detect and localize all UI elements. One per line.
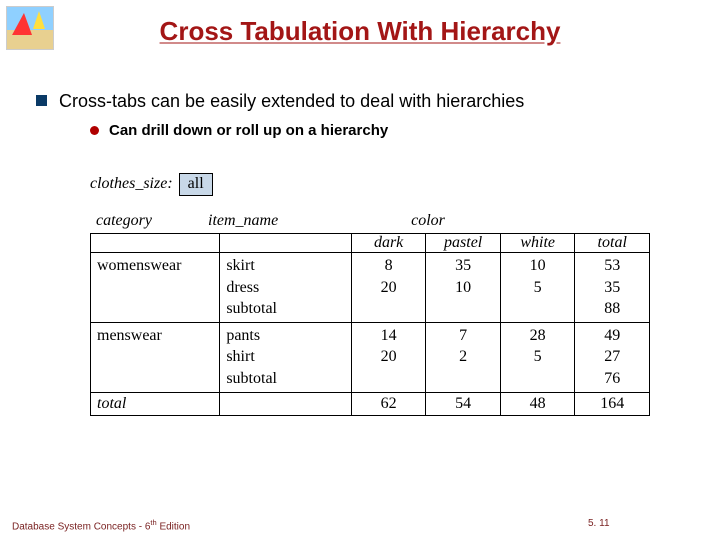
col-header-pastel: pastel xyxy=(426,234,501,253)
bullet-level1-text: Cross-tabs can be easily extended to dea… xyxy=(59,91,524,112)
col-header-white: white xyxy=(500,234,575,253)
col-header-total: total xyxy=(575,234,650,253)
clothes-size-row: clothes_size: all xyxy=(90,173,690,196)
bullet-level2: Can drill down or roll up on a hierarchy xyxy=(90,122,690,139)
cell-dark: 14 20 xyxy=(351,322,426,392)
cell-total-pastel: 54 xyxy=(426,392,501,415)
cell-dark: 8 20 xyxy=(351,253,426,323)
header-item-name: item_name xyxy=(208,212,328,230)
slide-title: Cross Tabulation With Hierarchy xyxy=(0,0,720,47)
slide-body: Cross-tabs can be easily extended to dea… xyxy=(0,47,720,416)
table-row: womenswear skirt dress subtotal 8 20 35 … xyxy=(91,253,650,323)
table-row: dark pastel white total xyxy=(91,234,650,253)
cell-total-dark: 62 xyxy=(351,392,426,415)
footer-page-number: 5. 11 xyxy=(588,518,708,532)
cell-total-total: 164 xyxy=(575,392,650,415)
cell-category: menswear xyxy=(91,322,220,392)
cell-pastel: 35 10 xyxy=(426,253,501,323)
cell-items: skirt dress subtotal xyxy=(220,253,352,323)
cell-white: 10 5 xyxy=(500,253,575,323)
slide-footer: Database System Concepts - 6th Edition 5… xyxy=(0,518,720,532)
round-bullet-icon xyxy=(90,126,99,135)
table-row-total: total 62 54 48 164 xyxy=(91,392,650,415)
crosstab-figure: clothes_size: all category item_name col… xyxy=(90,173,690,416)
square-bullet-icon xyxy=(36,95,47,106)
col-header-dark: dark xyxy=(351,234,426,253)
clothes-size-value: all xyxy=(179,173,213,196)
cell-total-label: total xyxy=(91,392,220,415)
crosstab-table: dark pastel white total womenswear skirt… xyxy=(90,233,650,416)
dimension-headers: category item_name color xyxy=(90,212,690,230)
cell-items: pants shirt subtotal xyxy=(220,322,352,392)
cell-total: 49 27 76 xyxy=(575,322,650,392)
logo-image xyxy=(6,6,54,50)
cell-white: 28 5 xyxy=(500,322,575,392)
bullet-level2-text: Can drill down or roll up on a hierarchy xyxy=(109,122,388,139)
cell-total-white: 48 xyxy=(500,392,575,415)
table-row: menswear pants shirt subtotal 14 20 7 2 xyxy=(91,322,650,392)
header-category: category xyxy=(90,212,208,230)
header-color: color xyxy=(328,212,528,230)
cell-pastel: 7 2 xyxy=(426,322,501,392)
bullet-level1: Cross-tabs can be easily extended to dea… xyxy=(36,91,690,112)
footer-left: Database System Concepts - 6th Edition xyxy=(12,518,588,532)
cell-category: womenswear xyxy=(91,253,220,323)
clothes-size-label: clothes_size: xyxy=(90,175,173,192)
cell-total: 53 35 88 xyxy=(575,253,650,323)
